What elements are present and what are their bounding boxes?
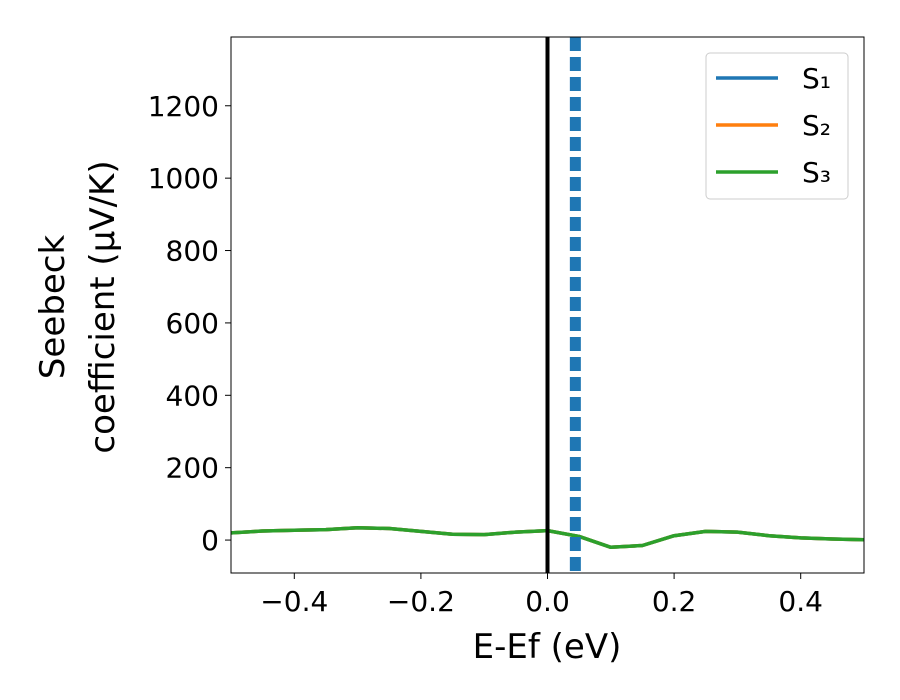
y-axis-label-line: coefficient (μV/K) <box>83 160 123 453</box>
x-tick-label: 0.0 <box>525 585 570 618</box>
legend-label: S₂ <box>802 109 831 142</box>
legend-label: S₁ <box>802 62 831 95</box>
x-tick-label: 0.4 <box>778 585 823 618</box>
x-tick-label: −0.4 <box>260 585 328 618</box>
y-axis-label-line: Seebeck <box>33 235 73 380</box>
y-tick-label: 1200 <box>148 90 219 123</box>
legend-label: S₃ <box>802 156 831 189</box>
y-tick-label: 600 <box>166 307 219 340</box>
y-axis-label: Seebeck coefficient (μV/K) <box>33 160 123 453</box>
y-tick-label: 1000 <box>148 162 219 195</box>
y-tick-label: 0 <box>201 524 219 557</box>
x-tick-label: 0.2 <box>652 585 697 618</box>
plot-area <box>231 37 864 573</box>
y-tick-label: 200 <box>166 452 219 485</box>
x-axis-label: E-Ef (eV) <box>473 627 622 667</box>
x-tick-label: −0.2 <box>387 585 455 618</box>
legend: S₁ S₂ S₃ <box>705 52 849 200</box>
plot-frame <box>230 36 865 574</box>
y-tick-label: 800 <box>166 235 219 268</box>
y-tick-label: 400 <box>166 379 219 412</box>
